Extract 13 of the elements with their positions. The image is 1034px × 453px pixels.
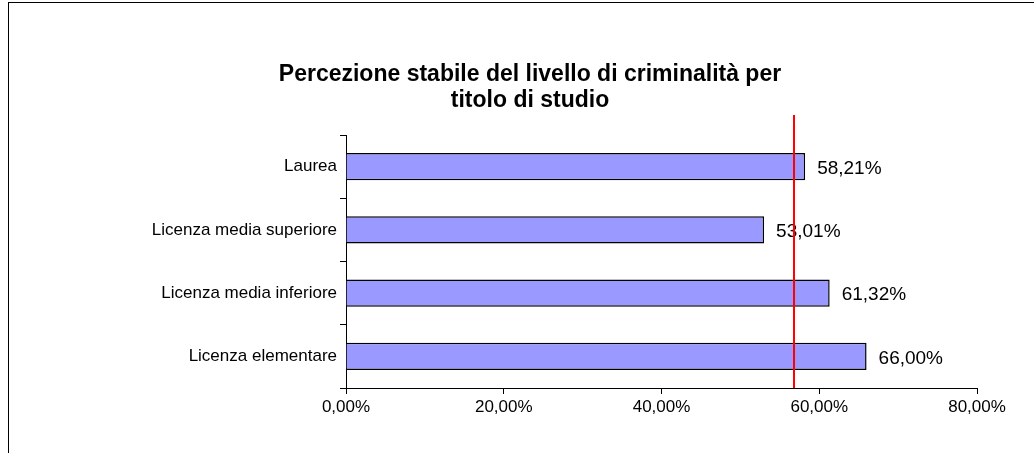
data-label: 66,00% (878, 346, 944, 368)
chart-title: Percezione stabile del livello di criminalità per titolo di studio (277, 60, 783, 112)
x-tick-label: 60,00% (790, 396, 849, 416)
data-label: 61,32% (841, 283, 907, 305)
x-tick-label: 80,00% (948, 396, 1006, 416)
x-tick-label: 0,00% (321, 396, 371, 416)
data-label: 58,21% (817, 156, 882, 178)
x-tick-label: 20,00% (474, 396, 533, 416)
y-tick-label: Licenza elementare (188, 346, 337, 366)
y-tick-label: Licenza media inferiore (161, 282, 337, 302)
x-tick-label: 40,00% (632, 396, 691, 416)
y-tick-label: Licenza media superiore (151, 219, 337, 239)
y-tick-label: Laurea (284, 156, 338, 176)
